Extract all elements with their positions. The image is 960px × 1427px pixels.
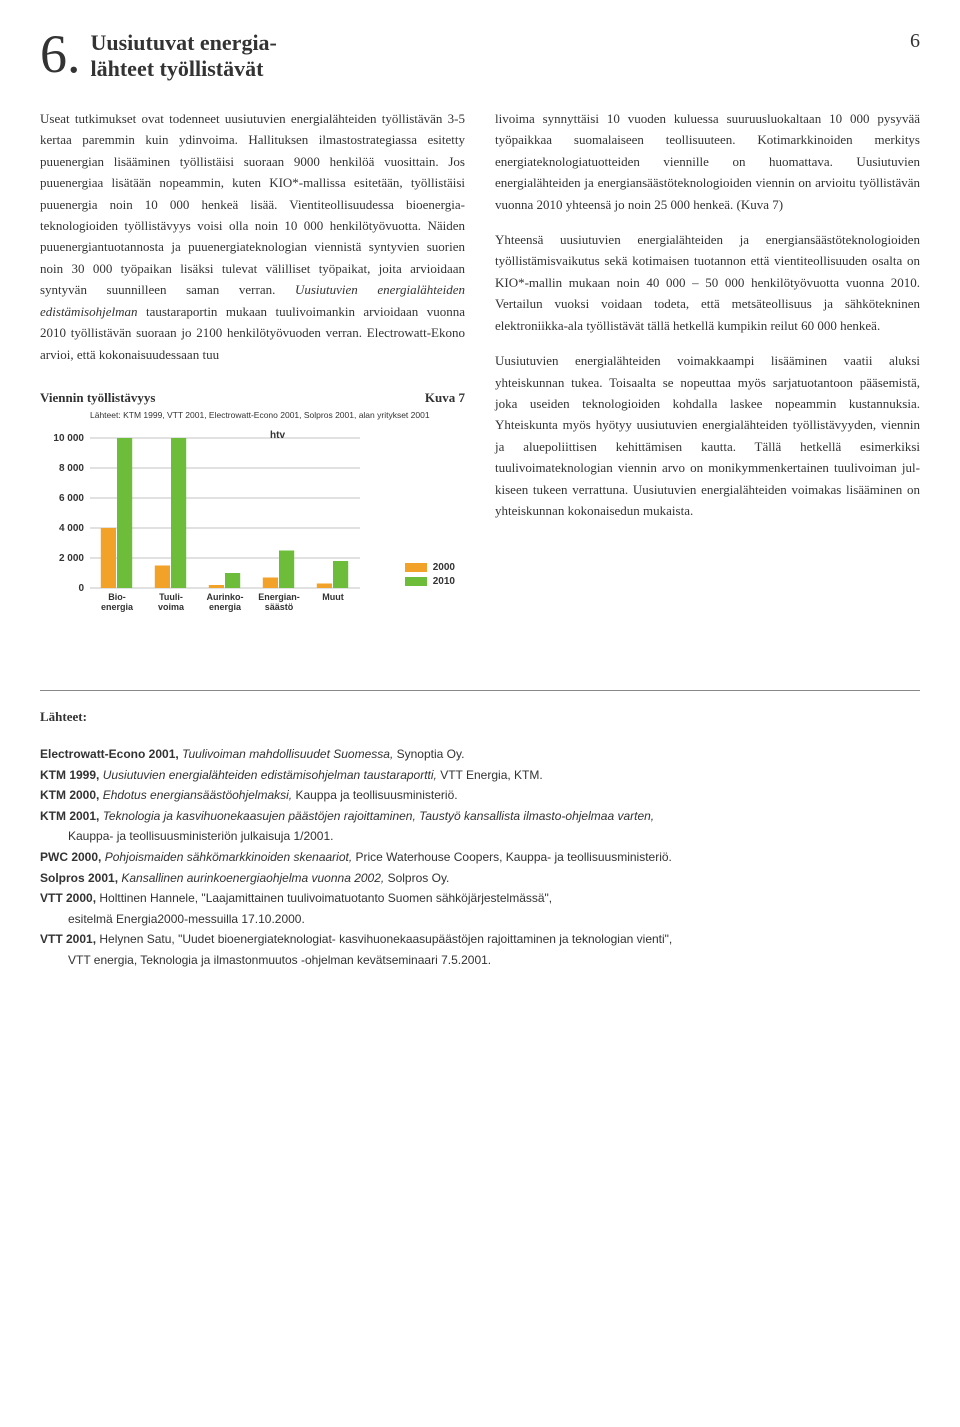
svg-text:energia: energia (209, 602, 242, 612)
chart-legend: 2000 2010 (405, 562, 455, 590)
svg-text:0: 0 (78, 583, 84, 594)
legend-item: 2010 (405, 576, 455, 587)
svg-text:voima: voima (158, 602, 185, 612)
column-left: Useat tutkimukset ovat todenneet uusiutu… (40, 108, 465, 620)
reference-item-continuation: esitelmä Energia2000-messuilla 17.10.200… (40, 910, 920, 929)
bar-chart: 0 2 000 4 000 6 000 8 000 10 000 Bio-energia Tu… (40, 430, 450, 620)
svg-text:Energian-: Energian- (258, 592, 300, 602)
svg-text:energia: energia (101, 602, 134, 612)
chart-figure-label: Kuva 7 (425, 390, 465, 406)
reference-item: KTM 2001, Teknologia ja kasvihuonekaasuj… (40, 807, 920, 826)
references-title: Lähteet: (40, 709, 920, 725)
reference-item: Solpros 2001, Kansallinen aurinkoenergia… (40, 869, 920, 888)
svg-text:säästö: säästö (265, 602, 294, 612)
svg-text:2 000: 2 000 (59, 553, 84, 564)
legend-label: 2010 (433, 576, 455, 587)
body-paragraph: Useat tutkimukset ovat todenneet uusiutu… (40, 108, 465, 365)
chart-figure-7: Viennin työllistävyys Kuva 7 Lähteet: KT… (40, 390, 465, 620)
body-paragraph: Yhteensä uusiutuvien energialähteiden ja… (495, 229, 920, 336)
svg-text:Bio-: Bio- (108, 592, 126, 602)
section-divider (40, 690, 920, 691)
svg-text:Aurinko-: Aurinko- (207, 592, 244, 602)
page-number: 6 (910, 30, 920, 53)
legend-swatch (405, 577, 427, 586)
svg-text:8 000: 8 000 (59, 463, 84, 474)
chart-title: Viennin työllistävyys (40, 390, 155, 406)
reference-item: VTT 2000, Holttinen Hannele, "Laajamitta… (40, 889, 920, 908)
body-paragraph: Uusiutuvien energialähteiden voimakkaamp… (495, 350, 920, 522)
chart-unit-label: htv (270, 430, 285, 441)
body-columns: Useat tutkimukset ovat todenneet uusiutu… (40, 108, 920, 620)
page-header: 6. Uusiutuvat energia- lähteet työllistä… (40, 30, 920, 83)
reference-item: PWC 2000, Pohjoismaiden sähkömarkkinoide… (40, 848, 920, 867)
reference-item: KTM 1999, Uusiutuvien energialähteiden e… (40, 766, 920, 785)
svg-text:10 000: 10 000 (53, 433, 84, 444)
reference-item: Electrowatt-Econo 2001, Tuulivoiman mahd… (40, 745, 920, 764)
reference-item: KTM 2000, Ehdotus energiansäästöohjelmak… (40, 786, 920, 805)
references-list: Electrowatt-Econo 2001, Tuulivoiman mahd… (40, 745, 920, 970)
chart-sources: Lähteet: KTM 1999, VTT 2001, Electrowatt… (40, 410, 465, 420)
reference-item-continuation: VTT energia, Teknologia ja ilmastonmuuto… (40, 951, 920, 970)
legend-label: 2000 (433, 562, 455, 573)
section-title: Uusiutuvat energia- lähteet työllistävät (91, 30, 911, 83)
reference-item-continuation: Kauppa- ja teollisuusministeriön julkais… (40, 827, 920, 846)
svg-text:4 000: 4 000 (59, 523, 84, 534)
column-right: livoima synnyttäisi 10 vuoden kuluessa s… (495, 108, 920, 620)
body-paragraph: livoima synnyttäisi 10 vuoden kuluessa s… (495, 108, 920, 215)
reference-item: VTT 2001, Helynen Satu, "Uudet bioenergi… (40, 930, 920, 949)
svg-text:Muut: Muut (322, 592, 344, 602)
legend-item: 2000 (405, 562, 455, 573)
svg-text:6 000: 6 000 (59, 493, 84, 504)
svg-text:Tuuli-: Tuuli- (159, 592, 183, 602)
legend-swatch (405, 563, 427, 572)
section-number: 6. (40, 30, 81, 79)
